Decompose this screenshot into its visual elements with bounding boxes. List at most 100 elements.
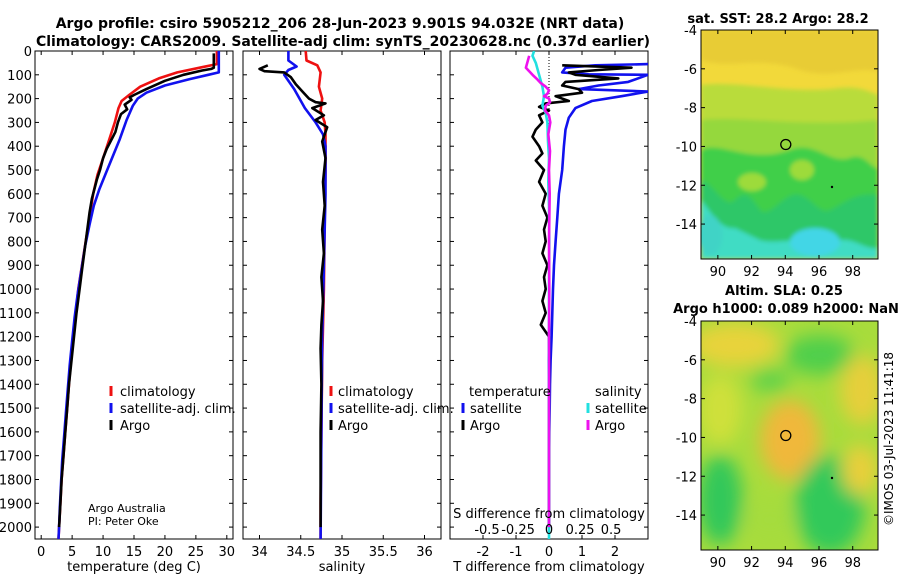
argo-track-dot [830, 476, 834, 480]
y-tick-label: -12 [676, 470, 697, 485]
y-tick-label: 1600 [0, 426, 32, 441]
legend-label-s-satellite: satellite [595, 402, 647, 417]
figure-title-line-2: Climatology: CARS2009. Satellite-adj cli… [36, 34, 650, 50]
y-tick-label: 900 [7, 259, 32, 274]
y-tick-label: -10 [676, 140, 697, 155]
x-tick-label: 34 [251, 545, 268, 560]
x-tick-label: 25 [188, 545, 205, 560]
y-tick-label: -4 [684, 24, 697, 39]
temperature-panel: 0100200300400500600700800900100011001200… [0, 45, 236, 575]
legend-label-argo: Argo [338, 419, 368, 434]
y-tick-label: 100 [7, 69, 32, 84]
series-line-t-satellite [547, 62, 648, 528]
y-tick-label: 600 [7, 188, 32, 203]
series-line-satellite-adj-clim- [57, 51, 221, 539]
y-tick-label: 500 [7, 164, 32, 179]
series-line-argo [258, 64, 329, 528]
y-tick-label: 2000 [0, 521, 32, 536]
x-tick-label: 0 [545, 545, 553, 560]
source-credit-line-2: PI: Peter Oke [88, 515, 159, 528]
y-tick-label: -6 [684, 354, 697, 369]
legend-label-satellite: satellite-adj. clim. [120, 402, 236, 417]
salinity-legend: climatology satellite-adj. clim. Argo [329, 385, 454, 434]
sla-map-title-line-2: Argo h1000: 0.089 h2000: NaN [673, 302, 899, 317]
sst-map-panel: sat. SST: 28.2 Argo: 28.2 90 92 94 96 98 -4 -6… [676, 12, 879, 280]
x-tick-label: 30 [219, 545, 236, 560]
y-tick-label: 1100 [0, 307, 32, 322]
x-tick-label: 92 [743, 265, 760, 280]
s-tick-label: -0.5 [474, 523, 499, 538]
sla-axes-box [700, 320, 879, 551]
x-tick-label: 36 [416, 545, 433, 560]
y-tick-label: 800 [7, 235, 32, 250]
y-tick-label: 1900 [0, 497, 32, 512]
y-tick-label: 1300 [0, 354, 32, 369]
x-tick-label: 1 [578, 545, 586, 560]
x-tick-label: 2 [611, 545, 619, 560]
y-tick-label: -8 [684, 393, 697, 408]
y-tick-label: -14 [676, 509, 697, 524]
y-tick-label: -10 [676, 431, 697, 446]
y-tick-label: 1200 [0, 331, 32, 346]
y-tick-label: 0 [24, 45, 32, 60]
x-tick-label: 92 [743, 556, 760, 571]
x-tick-label: 90 [710, 265, 727, 280]
x-tick-label: 5 [68, 545, 76, 560]
x-tick-label: 98 [844, 265, 861, 280]
legend-header-salinity: salinity [595, 385, 642, 400]
y-tick-label: -14 [676, 218, 697, 233]
series-line-s-argo [524, 55, 552, 528]
x-tick-label: 10 [95, 545, 112, 560]
series-line-t-argo [531, 64, 633, 528]
difference-panel: -2 -1 0 1 2 temperature salinity satellite A… [449, 50, 649, 575]
x-tick-label: 94 [777, 556, 794, 571]
argo-track-dot [830, 185, 834, 189]
series-line-climatology [57, 51, 219, 539]
s-tick-label: -0.25 [501, 523, 535, 538]
argo-location-marker [780, 138, 792, 151]
x-tick-label: 90 [710, 556, 727, 571]
x-tick-label: 15 [126, 545, 143, 560]
x-tick-label: 0 [37, 545, 45, 560]
argo-location-marker [780, 429, 792, 442]
sla-map-title-line-1: Altim. SLA: 0.25 [725, 284, 843, 299]
x-tick-label: 94 [777, 265, 794, 280]
imos-timestamp: ©IMOS 03-Jul-2023 11:41:18 [882, 352, 896, 526]
x-tick-label: -1 [510, 545, 523, 560]
x-tick-label: 35 [334, 545, 351, 560]
source-credit-line-1: Argo Australia [88, 502, 166, 515]
temperature-xlabel: temperature (deg C) [67, 560, 201, 575]
t-difference-xlabel: T difference from climatology [452, 560, 645, 575]
y-tick-label: 400 [7, 140, 32, 155]
salinity-xlabel: salinity [319, 560, 366, 575]
sla-map-panel: Altim. SLA: 0.25 Argo h1000: 0.089 h2000… [673, 284, 899, 571]
s-tick-label: 0 [545, 523, 553, 538]
x-tick-label: 35.5 [369, 545, 398, 560]
difference-legend: temperature salinity satellite Argo sate… [461, 385, 647, 434]
x-tick-label: 20 [157, 545, 174, 560]
y-tick-label: -12 [676, 179, 697, 194]
figure-title-line-1: Argo profile: csiro 5905212_206 28-Jun-2… [56, 16, 625, 32]
x-tick-label: 96 [811, 556, 828, 571]
sst-heatmap [701, 30, 878, 259]
y-tick-label: 300 [7, 116, 32, 131]
s-tick-label: 0.25 [566, 523, 595, 538]
temperature-axes-box [34, 50, 234, 540]
y-tick-label: 200 [7, 93, 32, 108]
legend-label-t-satellite: satellite [470, 402, 522, 417]
sst-axes-box [700, 29, 879, 260]
s-tick-label: 0.5 [601, 523, 622, 538]
salinity-panel: 34 34.5 35 35.5 36 climatology satellite-adj… [242, 50, 454, 575]
x-tick-label: -2 [477, 545, 490, 560]
x-tick-label: 34.5 [286, 545, 315, 560]
y-tick-label: 700 [7, 212, 32, 227]
legend-header-temperature: temperature [469, 385, 551, 400]
y-tick-label: 1500 [0, 402, 32, 417]
legend-label-climatology: climatology [120, 385, 196, 400]
sla-heatmap [701, 321, 878, 550]
temperature-legend: climatology satellite-adj. clim. Argo [109, 385, 236, 434]
legend-label-satellite: satellite-adj. clim. [338, 402, 454, 417]
legend-label-climatology: climatology [338, 385, 414, 400]
y-tick-label: -8 [684, 102, 697, 117]
